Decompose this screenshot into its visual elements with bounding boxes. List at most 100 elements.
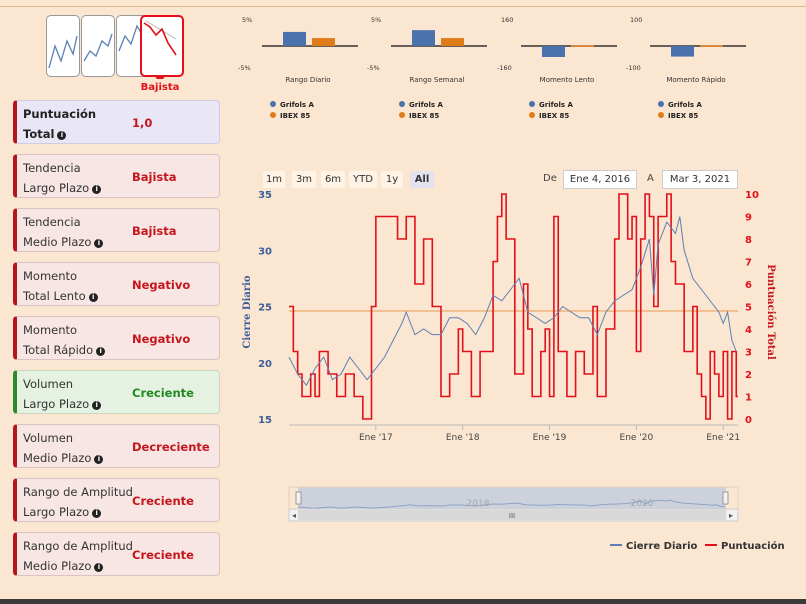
- y2-tick-label: 9: [745, 213, 752, 224]
- legend-price-label: Cierre Diario: [626, 541, 698, 552]
- trend-label: Bajista: [140, 82, 180, 93]
- legend-score[interactable]: Puntuación: [705, 541, 785, 552]
- trend-cell-bearish: [140, 15, 184, 79]
- mini-legend-item[interactable]: Grifols A: [270, 101, 314, 109]
- score-card-subtitle-text: Total Rápido: [23, 343, 94, 357]
- y2-tick-label: 3: [745, 348, 752, 359]
- y-tick-label: 25: [258, 303, 272, 314]
- legend-score-label: Puntuación: [721, 541, 785, 552]
- mini-legend-label: Grifols A: [539, 101, 573, 109]
- scroll-grip-icon: III: [509, 512, 515, 520]
- score-card-subtitle-text: Total Lento: [23, 289, 86, 303]
- date-to-label: A: [647, 173, 654, 184]
- y2-tick-label: 7: [745, 258, 752, 269]
- x-tick-label: Ene '17: [359, 433, 393, 443]
- score-card[interactable]: Volumen Largo Plazo i Creciente: [13, 370, 220, 414]
- score-card-subtitle-text: Largo Plazo: [23, 397, 90, 411]
- score-card-subtitle: Total Rápido i: [23, 343, 106, 357]
- mini-legend-item[interactable]: IBEX 85: [658, 112, 698, 120]
- legend-price[interactable]: Cierre Diario: [610, 541, 697, 552]
- y2-tick-label: 8: [745, 235, 752, 246]
- score-card-title: Momento: [23, 269, 78, 283]
- score-card-subtitle-text: Medio Plazo: [23, 451, 92, 465]
- score-card-value: Creciente: [132, 386, 194, 400]
- mini-legend-item[interactable]: Grifols A: [399, 101, 443, 109]
- mini-legend-item[interactable]: IBEX 85: [270, 112, 310, 120]
- info-icon[interactable]: i: [94, 455, 104, 464]
- score-card-value: Bajista: [132, 170, 177, 184]
- range-button[interactable]: 1m: [263, 171, 285, 188]
- info-icon[interactable]: i: [96, 347, 106, 356]
- score-card-value: Negativo: [132, 332, 191, 346]
- y-tick-label: 30: [258, 246, 272, 257]
- y2-tick-label: 5: [745, 303, 752, 314]
- navigator-handle-left: [295, 491, 302, 505]
- range-button[interactable]: YTD: [349, 171, 377, 188]
- legend-dot-icon: [270, 101, 276, 107]
- mini-axis-min: -160: [497, 64, 512, 72]
- score-card[interactable]: Volumen Medio Plazo i Decreciente: [13, 424, 220, 468]
- score-card-subtitle-text: Medio Plazo: [23, 235, 92, 249]
- navigator-handle-right: [722, 491, 729, 505]
- mini-axis-min: -5%: [238, 64, 251, 72]
- mini-legend-label: IBEX 85: [539, 112, 570, 120]
- info-icon[interactable]: i: [57, 131, 67, 140]
- mini-legend-item[interactable]: IBEX 85: [399, 112, 439, 120]
- score-card[interactable]: Puntuación Total i 1,0: [13, 100, 220, 144]
- scroll-right-icon: ▸: [729, 511, 733, 520]
- info-icon[interactable]: i: [88, 293, 98, 302]
- score-card-subtitle: Largo Plazo i: [23, 181, 102, 195]
- mini-legend-item[interactable]: Grifols A: [658, 101, 702, 109]
- legend-dot-icon: [658, 112, 664, 118]
- range-button[interactable]: 3m: [292, 171, 316, 188]
- info-icon[interactable]: i: [94, 563, 104, 572]
- info-icon[interactable]: i: [94, 239, 104, 248]
- info-icon[interactable]: i: [92, 185, 102, 194]
- score-card-title: Rango de Amplitud: [23, 485, 133, 499]
- legend-score-swatch: [705, 544, 717, 546]
- mini-chart: 100 -100 Momento Rápido Grifols A IBEX 85: [626, 14, 756, 124]
- score-card-value: Bajista: [132, 224, 177, 238]
- score-card-subtitle-text: Medio Plazo: [23, 559, 92, 573]
- y-tick-label: 15: [258, 415, 272, 426]
- y2-tick-label: 10: [745, 190, 759, 201]
- info-icon[interactable]: i: [92, 509, 102, 518]
- navigator-label: 2018: [467, 499, 490, 509]
- mini-legend-item[interactable]: Grifols A: [529, 101, 573, 109]
- score-card[interactable]: Rango de Amplitud Medio Plazo i Creciente: [13, 532, 220, 576]
- score-card[interactable]: Rango de Amplitud Largo Plazo i Creciente: [13, 478, 220, 522]
- range-button[interactable]: 1y: [381, 171, 403, 188]
- mini-bar: [412, 30, 435, 46]
- x-tick-label: Ene '21: [706, 433, 740, 443]
- score-card-subtitle: Medio Plazo i: [23, 451, 104, 465]
- legend-dot-icon: [658, 101, 664, 107]
- score-card[interactable]: Momento Total Rápido i Negativo: [13, 316, 220, 360]
- date-from-input[interactable]: Ene 4, 2016: [563, 170, 637, 189]
- score-card[interactable]: Tendencia Medio Plazo i Bajista: [13, 208, 220, 252]
- range-button[interactable]: All: [410, 171, 434, 188]
- info-icon[interactable]: i: [92, 401, 102, 410]
- y-axis-title: Cierre Diario: [242, 275, 253, 349]
- legend-dot-icon: [399, 112, 405, 118]
- mini-legend-label: Grifols A: [409, 101, 443, 109]
- score-card-value: Negativo: [132, 278, 191, 292]
- score-card-subtitle: Total i: [23, 127, 67, 141]
- score-card-subtitle: Medio Plazo i: [23, 235, 104, 249]
- mini-bar: [542, 46, 565, 57]
- mini-legend-item[interactable]: IBEX 85: [529, 112, 569, 120]
- score-card-subtitle: Largo Plazo i: [23, 505, 102, 519]
- date-from-label: De: [543, 173, 557, 184]
- score-card[interactable]: Momento Total Lento i Negativo: [13, 262, 220, 306]
- y2-tick-label: 4: [745, 325, 752, 336]
- y2-tick-label: 0: [745, 415, 752, 426]
- price-series-line: [288, 216, 737, 387]
- mini-legend-label: IBEX 85: [409, 112, 440, 120]
- mini-legend-label: Grifols A: [668, 101, 702, 109]
- score-card[interactable]: Tendencia Largo Plazo i Bajista: [13, 154, 220, 198]
- mini-legend-label: IBEX 85: [280, 112, 311, 120]
- date-to-input[interactable]: Mar 3, 2021: [662, 170, 738, 189]
- scroll-left-icon: ◂: [292, 511, 296, 520]
- mini-legend-label: IBEX 85: [668, 112, 699, 120]
- navigator-frame: [288, 486, 739, 518]
- range-button[interactable]: 6m: [321, 171, 345, 188]
